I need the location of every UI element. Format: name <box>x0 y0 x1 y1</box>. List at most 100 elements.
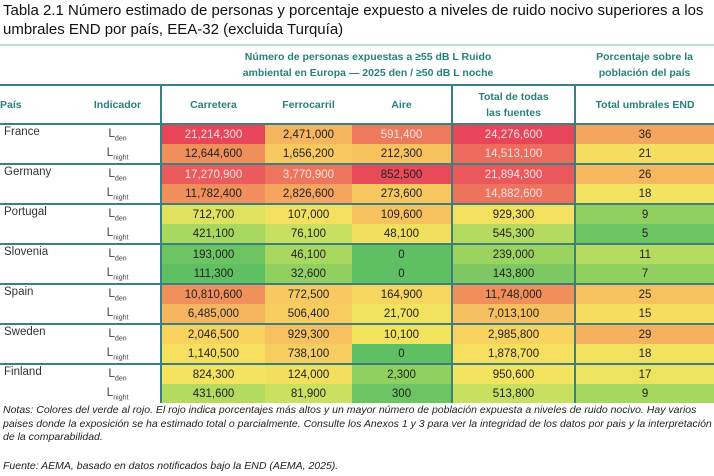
road-value-cell: 111,300 <box>160 264 265 284</box>
table-row: Portugal Lden 712,700 107,000 109,600 929,300… <box>0 203 714 244</box>
indicator-cell: Lnight <box>75 144 161 164</box>
indicator-cell: Lnight <box>75 224 161 244</box>
air-value-cell: 212,300 <box>352 144 452 164</box>
table-row: Lnight 1,140,500 738,100 0 1,878,700 18 <box>0 344 714 364</box>
road-value-cell: 712,700 <box>160 203 265 224</box>
indicator-cell: Lden <box>75 363 161 384</box>
rail-value-cell: 506,400 <box>265 304 352 324</box>
table-row: Finland Lden 824,300 124,000 2,300 950,600 17 <box>0 363 714 403</box>
road-value-cell: 1,140,500 <box>160 344 265 364</box>
table-row: Lnight 6,485,000 506,400 21,700 7,013,100 15 <box>0 304 714 324</box>
indicator-symbol: L <box>108 246 115 261</box>
indicator-symbol: L <box>108 206 115 221</box>
group-header-counts: Número de personas expuestas a ≥55 dB L … <box>161 44 576 86</box>
column-header-indicator: Indicador <box>75 85 161 125</box>
pct-total-value-cell: 9 <box>574 203 714 224</box>
air-value-cell: 0 <box>352 243 452 264</box>
country-cell: Finland <box>0 363 75 403</box>
country-cell: Spain <box>0 283 75 324</box>
column-header-rail: Ferrocarril <box>265 85 352 125</box>
total-value-cell: 950,600 <box>450 363 576 384</box>
group-header-empty <box>0 44 161 86</box>
air-value-cell: 109,600 <box>352 203 452 224</box>
air-value-cell: 48,100 <box>352 224 452 244</box>
indicator-subscript: den <box>115 135 127 143</box>
rail-value-cell: 32,600 <box>265 264 352 284</box>
table-row: Germany Lden 17,270,900 3,770,900 852,500 21,… <box>0 163 714 204</box>
pct-total-value-cell: 17 <box>574 363 714 384</box>
total-value-cell: 14,882,600 <box>450 184 576 204</box>
pct-total-value-cell: 29 <box>574 323 714 344</box>
pct-total-value-cell: 5 <box>574 224 714 244</box>
rail-value-cell: 46,100 <box>265 243 352 264</box>
road-value-cell: 421,100 <box>160 224 265 244</box>
road-value-cell: 2,046,500 <box>160 323 265 344</box>
pct-total-value-cell: 7 <box>574 264 714 284</box>
indicator-subscript: night <box>113 234 129 242</box>
table-row: Sweden Lden 2,046,500 929,300 10,100 2,985,80… <box>0 323 714 364</box>
road-value-cell: 17,270,900 <box>160 163 265 184</box>
total-value-cell: 239,000 <box>450 243 576 264</box>
air-value-cell: 0 <box>352 264 452 284</box>
pct-total-value-cell: 18 <box>574 344 714 364</box>
pct-total-value-cell: 15 <box>574 304 714 324</box>
column-header-country: País <box>0 85 75 125</box>
rail-value-cell: 3,770,900 <box>265 163 352 184</box>
indicator-symbol: L <box>106 145 114 160</box>
total-value-cell: 143,800 <box>450 264 576 284</box>
air-value-cell: 300 <box>352 384 452 403</box>
indicator-cell: Lden <box>75 163 161 184</box>
indicator-subscript: night <box>113 274 129 282</box>
total-value-cell: 2,985,800 <box>450 323 576 344</box>
air-value-cell: 852,500 <box>352 163 452 184</box>
indicator-symbol: L <box>108 166 115 181</box>
indicator-cell: Lden <box>75 243 161 264</box>
total-value-cell: 1,878,700 <box>450 344 576 364</box>
indicator-symbol: L <box>106 185 114 200</box>
indicator-subscript: night <box>113 154 129 162</box>
air-value-cell: 21,700 <box>352 304 452 324</box>
indicator-symbol: L <box>106 345 114 360</box>
indicator-symbol: L <box>106 265 114 280</box>
indicator-cell: Lnight <box>75 184 161 204</box>
road-value-cell: 6,485,000 <box>160 304 265 324</box>
table-notes: Notas: Colores del verde al rojo. El roj… <box>3 404 712 443</box>
indicator-cell: Lnight <box>75 264 161 284</box>
table-row: Lnight 431,600 81,900 300 513,800 9 <box>0 384 714 403</box>
indicator-symbol: L <box>108 286 115 301</box>
road-value-cell: 824,300 <box>160 363 265 384</box>
table-title: Tabla 2.1 Número estimado de personas y … <box>3 2 704 38</box>
rail-value-cell: 738,100 <box>265 344 352 364</box>
column-header-air: Aire <box>352 85 452 125</box>
indicator-cell: Lden <box>75 323 161 344</box>
country-cell: Slovenia <box>0 243 75 284</box>
total-value-cell: 14,513,100 <box>450 144 576 164</box>
rail-value-cell: 81,900 <box>265 384 352 403</box>
table-row: Lnight 12,644,600 1,656,200 212,300 14,513,1… <box>0 144 714 164</box>
indicator-subscript: den <box>115 215 127 223</box>
air-value-cell: 273,600 <box>352 184 452 204</box>
road-value-cell: 12,644,600 <box>160 144 265 164</box>
pct-total-value-cell: 18 <box>574 184 714 204</box>
total-value-cell: 21,894,300 <box>450 163 576 184</box>
table-row: Spain Lden 10,810,600 772,500 164,900 11,748,… <box>0 283 714 324</box>
table-row: Lnight 111,300 32,600 0 143,800 7 <box>0 264 714 284</box>
indicator-subscript: night <box>113 314 129 322</box>
rail-value-cell: 772,500 <box>265 283 352 304</box>
indicator-subscript: night <box>113 394 129 402</box>
indicator-cell: Lnight <box>75 384 161 403</box>
table-body: France Lden 21,214,300 2,471,000 591,400 24,2… <box>0 123 714 403</box>
table-row: Slovenia Lden 193,000 46,100 0 239,000 11 <box>0 243 714 284</box>
total-value-cell: 513,800 <box>450 384 576 403</box>
indicator-subscript: den <box>115 175 127 183</box>
indicator-cell: Lnight <box>75 304 161 324</box>
air-value-cell: 591,400 <box>352 123 452 144</box>
indicator-symbol: L <box>106 305 114 320</box>
road-value-cell: 193,000 <box>160 243 265 264</box>
road-value-cell: 10,810,600 <box>160 283 265 304</box>
country-cell: Portugal <box>0 203 75 244</box>
total-value-cell: 24,276,600 <box>450 123 576 144</box>
air-value-cell: 164,900 <box>352 283 452 304</box>
country-cell: Germany <box>0 163 75 204</box>
noise-exposure-table: Número de personas expuestas a ≥55 dB L … <box>0 44 714 403</box>
